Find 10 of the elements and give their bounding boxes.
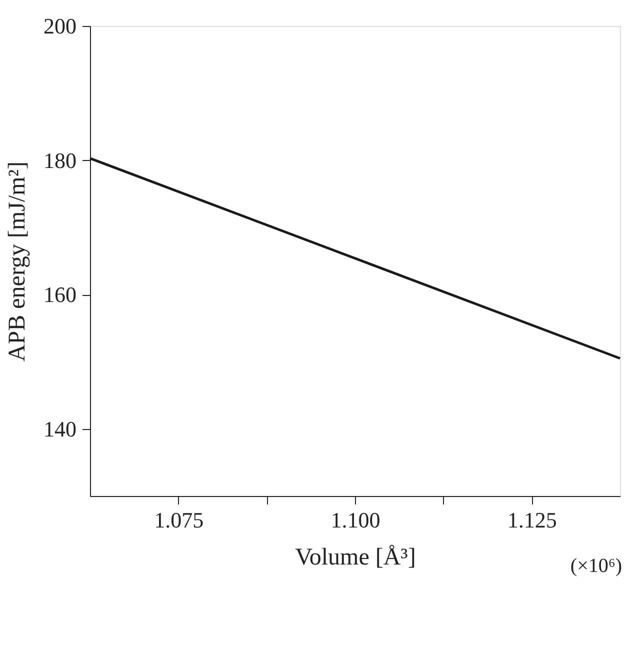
x-axis-title: Volume [Å³]	[295, 544, 416, 570]
y-axis-title: APB energy [mJ/m²]	[4, 161, 30, 362]
y-tick-label: 180	[44, 148, 76, 173]
y-tick-label: 140	[44, 416, 76, 442]
y-tick-label: 200	[44, 14, 76, 38]
x-tick-label: 1.075	[154, 508, 204, 532]
x-tick-label: 1.125	[507, 508, 557, 532]
y-tick-label: 160	[44, 282, 76, 308]
text: (×10⁶)	[570, 555, 622, 577]
x-tick-label: 1.100	[330, 508, 380, 532]
